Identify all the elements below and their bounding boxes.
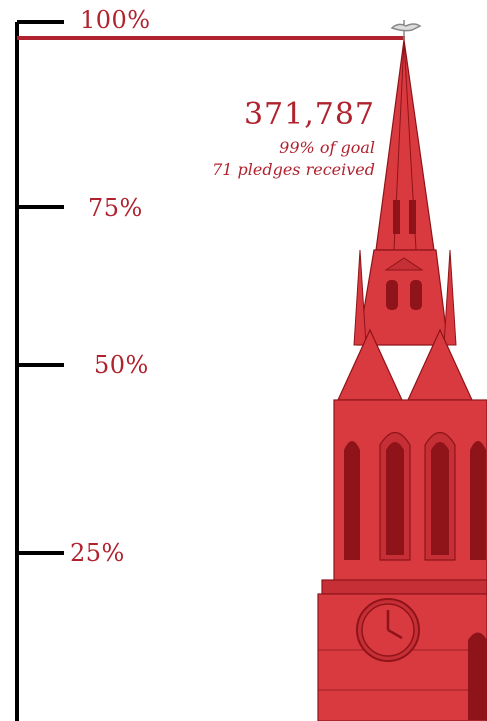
tick-label-25: 25% [70,539,125,567]
percent-of-goal-label: 99% of goal [279,138,375,157]
clock-icon [356,598,420,662]
raised-amount: 371,787 [243,97,375,132]
tick-label-75: 75% [88,194,143,222]
tick-label-100: 100% [80,6,151,34]
weathervane-icon [390,20,422,40]
steeple-fill [317,20,487,721]
tick-label-50: 50% [94,351,149,379]
pledges-count-label: 71 pledges received [212,160,375,179]
